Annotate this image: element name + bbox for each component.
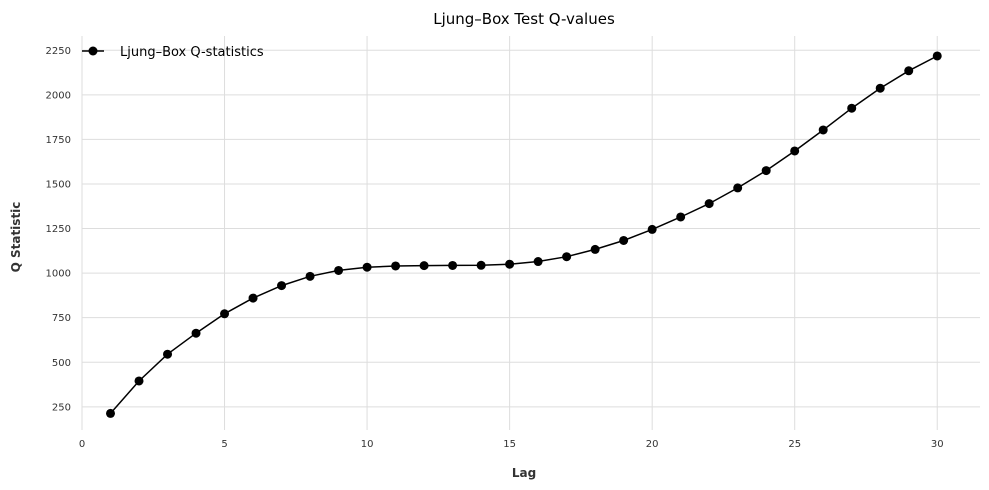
x-tick-label: 0 (79, 439, 85, 450)
legend-marker (88, 46, 98, 56)
data-point (761, 166, 771, 176)
data-point (334, 265, 344, 275)
data-point (875, 83, 885, 93)
data-point (362, 262, 372, 272)
data-point (790, 146, 800, 156)
series-layer (106, 51, 942, 418)
data-point (733, 183, 743, 193)
y-axis-label: Q Statistic (9, 202, 23, 273)
data-point (704, 199, 714, 209)
legend-label: Ljung–Box Q-statistics (120, 45, 264, 60)
data-point (562, 252, 572, 262)
y-tick-label: 1000 (46, 269, 71, 280)
x-axis-ticks: 0 5 10 15 20 25 30 (79, 439, 944, 450)
data-point (391, 261, 401, 271)
data-point (106, 408, 116, 418)
data-point (277, 281, 287, 291)
grid (81, 36, 980, 430)
x-tick-label: 30 (931, 439, 944, 450)
chart-title: Ljung–Box Test Q-values (433, 10, 615, 28)
data-point (619, 235, 629, 245)
data-point (448, 260, 458, 270)
y-tick-label: 1500 (46, 179, 71, 190)
data-point (134, 376, 144, 386)
data-point (220, 309, 230, 319)
x-tick-label: 15 (503, 439, 516, 450)
data-point (163, 349, 173, 359)
x-axis-label: Lag (512, 466, 536, 480)
y-tick-label: 250 (52, 402, 71, 413)
data-point (305, 271, 315, 281)
x-tick-label: 25 (788, 439, 801, 450)
y-tick-label: 1250 (46, 224, 71, 235)
data-point (847, 103, 857, 113)
legend: Ljung–Box Q-statistics (82, 45, 264, 60)
data-point (932, 51, 942, 61)
data-point (505, 259, 515, 269)
y-tick-label: 1750 (46, 135, 71, 146)
x-tick-label: 20 (646, 439, 659, 450)
y-tick-label: 500 (52, 358, 71, 369)
data-point (676, 212, 686, 222)
x-tick-label: 10 (361, 439, 374, 450)
data-point (904, 66, 914, 76)
data-point (476, 260, 486, 270)
y-tick-label: 2000 (46, 90, 71, 101)
y-axis-ticks: 250 500 750 1000 1250 1500 1750 2000 2250 (46, 46, 71, 414)
data-point (818, 125, 828, 135)
data-point (647, 224, 657, 234)
data-point (419, 261, 429, 271)
data-point (590, 244, 600, 254)
data-point (533, 257, 543, 267)
x-tick-label: 5 (221, 439, 227, 450)
y-tick-label: 750 (52, 313, 71, 324)
series-line (109, 55, 938, 414)
data-point (248, 293, 258, 303)
data-point (191, 328, 201, 338)
y-tick-label: 2250 (46, 46, 71, 57)
